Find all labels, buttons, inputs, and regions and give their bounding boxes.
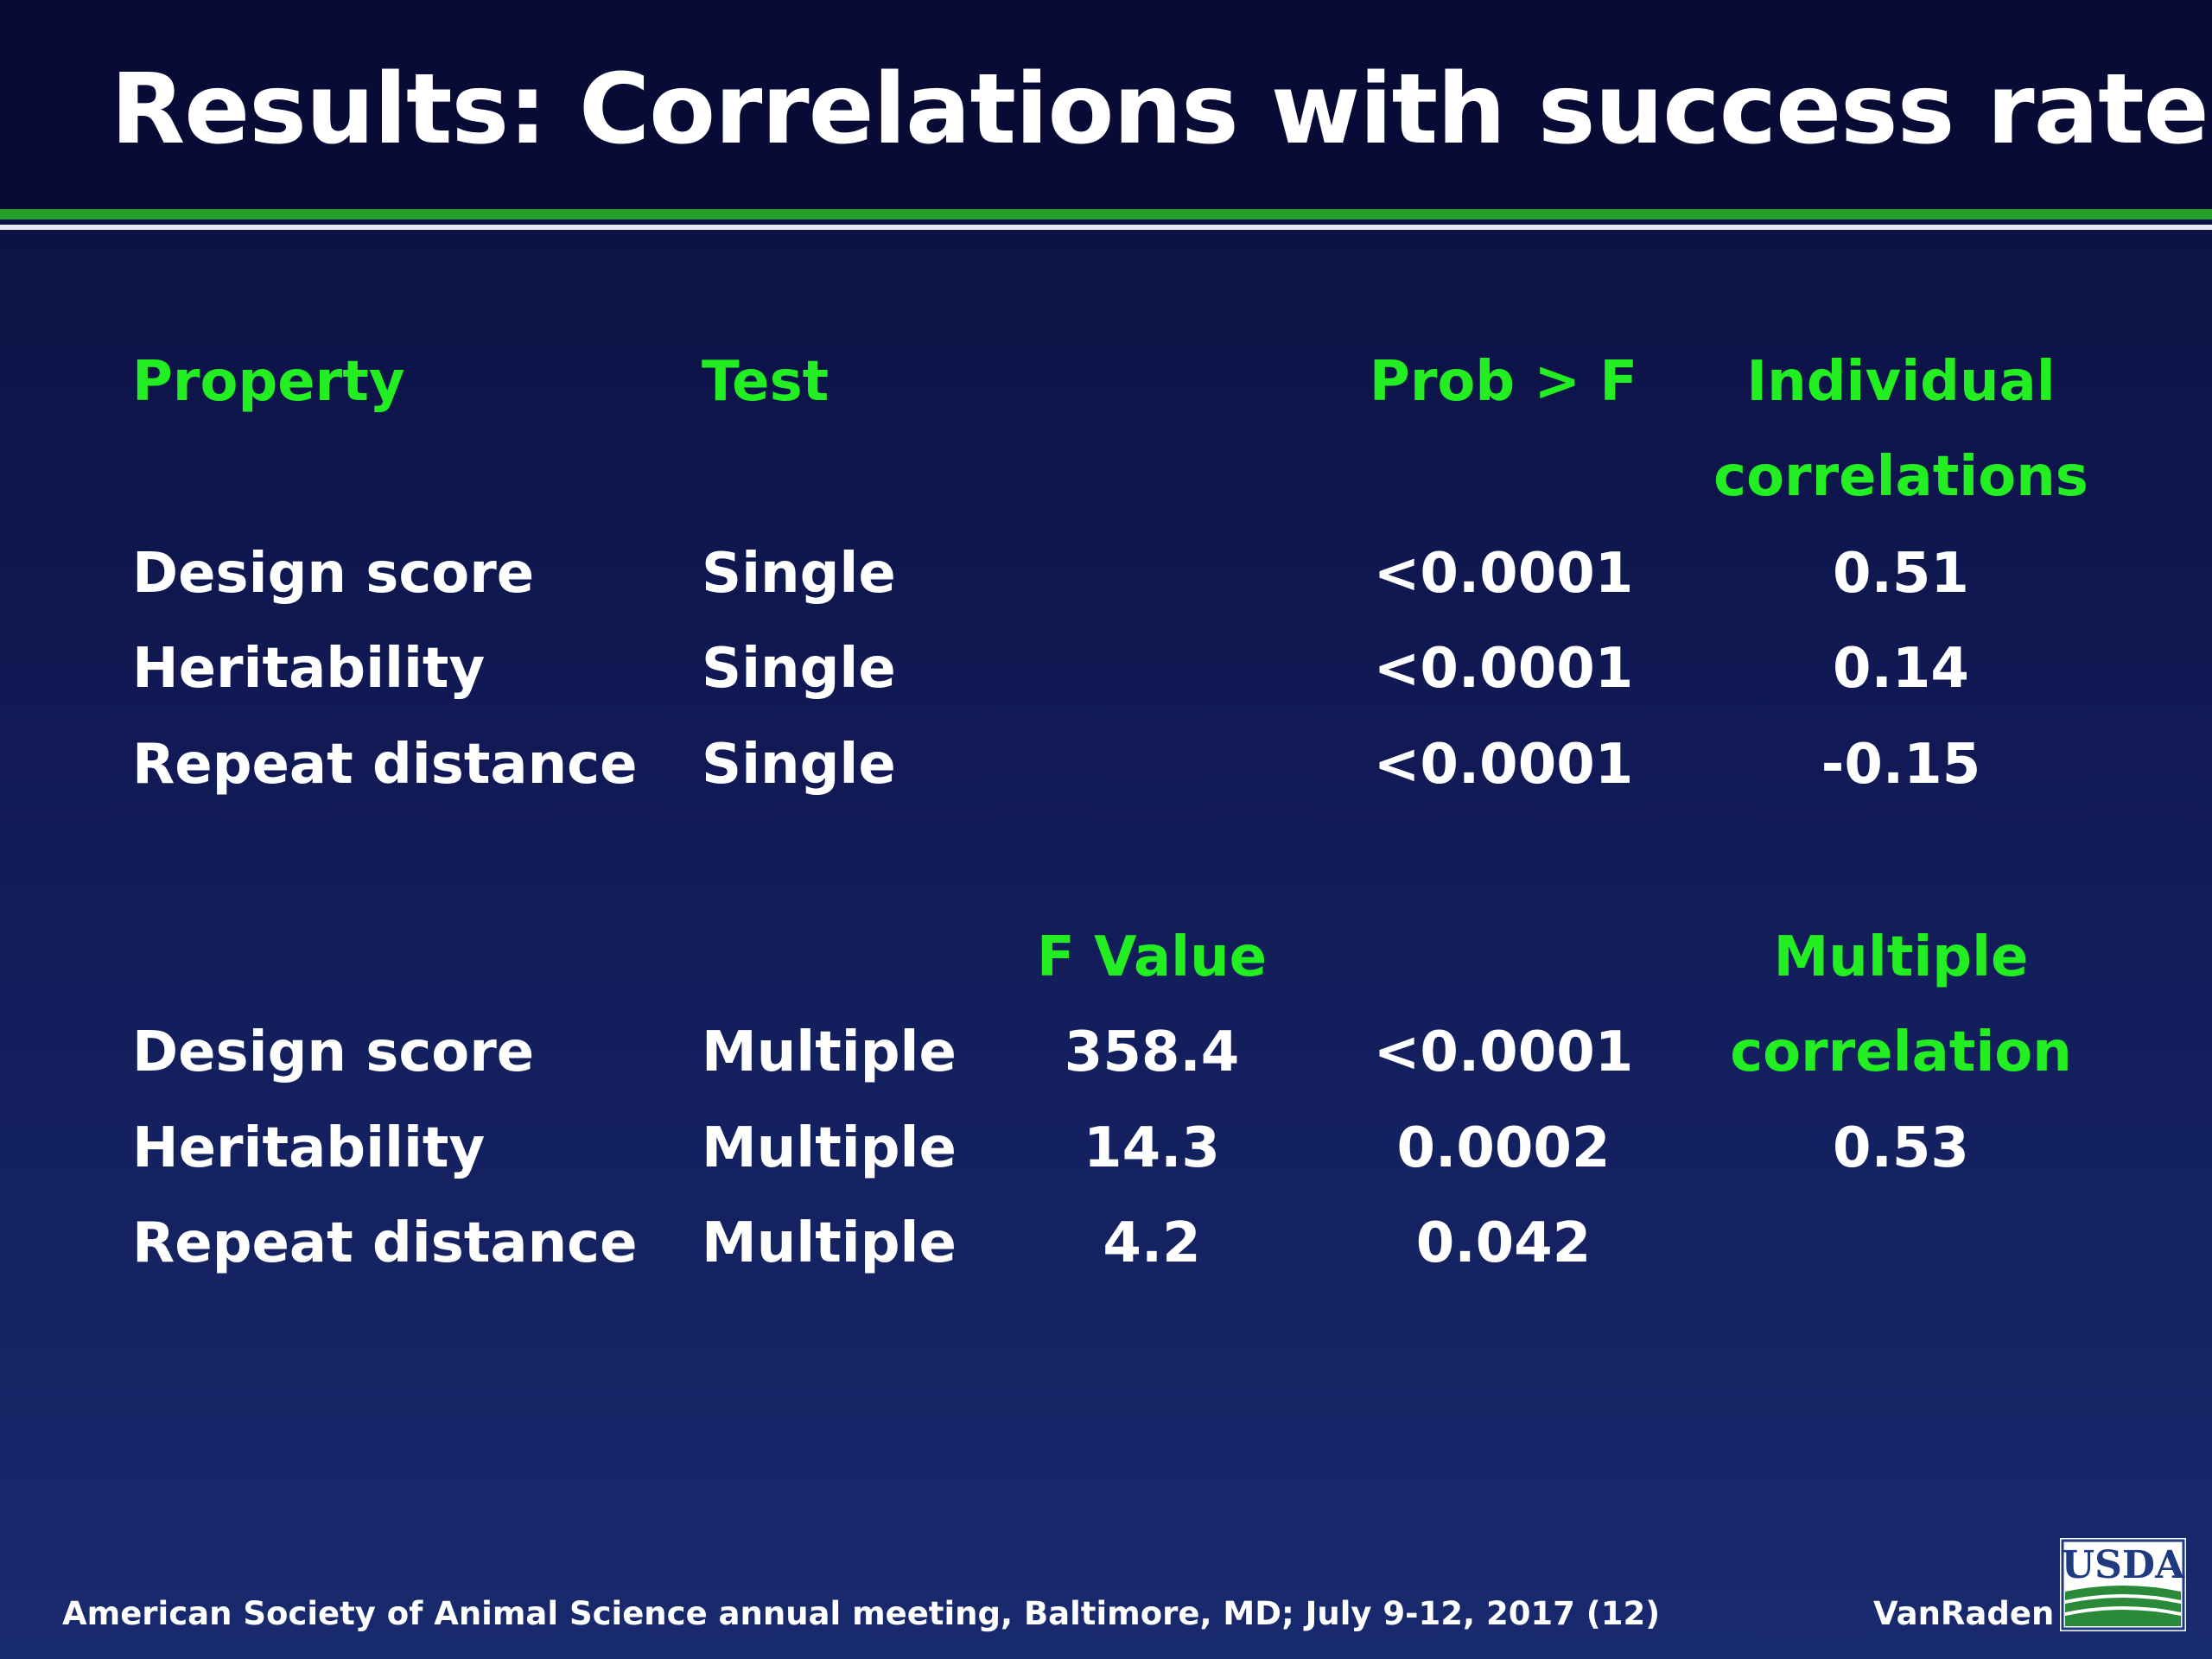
row-prob: <0.0001 — [1373, 637, 1634, 701]
row-property: Repeat distance — [132, 1211, 638, 1275]
row-test: Single — [702, 637, 896, 701]
row-property: Repeat distance — [132, 733, 638, 797]
header-individual: Individual — [1746, 350, 2056, 414]
header-correlation: correlation — [1730, 1020, 2072, 1084]
row-prob: <0.0001 — [1373, 542, 1634, 606]
header-fvalue: F Value — [1036, 925, 1268, 989]
slide-title: Results: Correlations with success rate — [111, 54, 2209, 166]
footer-citation: American Society of Animal Science annua… — [62, 1595, 1661, 1632]
header-test: Test — [702, 350, 830, 414]
row-test: Single — [702, 542, 896, 606]
row-test: Multiple — [702, 1116, 957, 1180]
header-prob: Prob > F — [1369, 350, 1638, 414]
row-prob: <0.0001 — [1373, 1020, 1634, 1084]
divider-green — [0, 209, 2212, 219]
row-multiple-correlation: 0.53 — [1833, 1116, 1969, 1180]
row-fvalue: 14.3 — [1084, 1116, 1220, 1180]
row-test: Single — [702, 733, 896, 797]
header-property: Property — [132, 350, 405, 414]
row-correlation: 0.51 — [1833, 542, 1969, 606]
row-property: Design score — [132, 542, 535, 606]
row-prob: 0.0002 — [1396, 1116, 1611, 1180]
footer-author: VanRaden — [1873, 1595, 2055, 1632]
row-prob: <0.0001 — [1373, 733, 1634, 797]
row-fvalue: 4.2 — [1103, 1211, 1201, 1275]
usda-logo-text: USDA — [2062, 1543, 2185, 1587]
row-fvalue: 358.4 — [1064, 1020, 1240, 1084]
usda-logo-graphic: USDA — [2060, 1538, 2186, 1631]
row-correlation: -0.15 — [1821, 733, 1981, 797]
title-band: Results: Correlations with success rate — [0, 0, 2212, 209]
row-test: Multiple — [702, 1211, 957, 1275]
row-prob: 0.042 — [1415, 1211, 1592, 1275]
row-property: Heritability — [132, 637, 486, 701]
row-property: Heritability — [132, 1116, 486, 1180]
header-multiple: Multiple — [1773, 925, 2029, 989]
divider-white — [0, 225, 2212, 230]
header-correlations: correlations — [1713, 445, 2088, 509]
row-property: Design score — [132, 1020, 535, 1084]
row-test: Multiple — [702, 1020, 957, 1084]
row-correlation: 0.14 — [1833, 637, 1969, 701]
usda-logo: USDA — [2060, 1538, 2186, 1631]
